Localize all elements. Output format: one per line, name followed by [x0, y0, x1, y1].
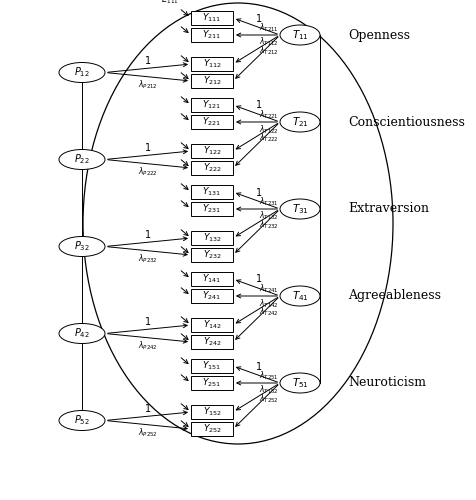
Text: $Y_{141}$: $Y_{141}$	[202, 273, 221, 285]
Text: $T_{31}$: $T_{31}$	[291, 202, 308, 216]
Text: $\lambda_{T251}$: $\lambda_{T251}$	[259, 370, 278, 382]
Text: $1$: $1$	[144, 316, 151, 327]
FancyBboxPatch shape	[190, 231, 232, 245]
FancyBboxPatch shape	[190, 405, 232, 419]
FancyBboxPatch shape	[190, 359, 232, 373]
Text: $Y_{221}$: $Y_{221}$	[202, 116, 221, 128]
Text: $\lambda_{P212}$: $\lambda_{P212}$	[138, 78, 158, 91]
Text: $Y_{121}$: $Y_{121}$	[202, 99, 221, 112]
Text: $1$: $1$	[254, 12, 262, 24]
Text: $\lambda_{P222}$: $\lambda_{P222}$	[138, 166, 158, 178]
Text: $Y_{242}$: $Y_{242}$	[202, 336, 221, 348]
FancyBboxPatch shape	[190, 318, 232, 332]
Text: $1$: $1$	[144, 54, 151, 66]
Text: Neuroticism: Neuroticism	[347, 376, 425, 390]
Text: $Y_{232}$: $Y_{232}$	[202, 248, 221, 261]
Text: $Y_{132}$: $Y_{132}$	[202, 232, 221, 244]
Text: $Y_{151}$: $Y_{151}$	[202, 360, 221, 372]
Text: Agreeableness: Agreeableness	[347, 290, 440, 302]
Ellipse shape	[279, 286, 319, 306]
Ellipse shape	[279, 112, 319, 132]
Ellipse shape	[279, 373, 319, 393]
FancyBboxPatch shape	[190, 335, 232, 349]
Text: $1$: $1$	[144, 141, 151, 153]
Text: $\lambda_{T232}$: $\lambda_{T232}$	[259, 218, 279, 231]
Text: $\lambda_{T142}$: $\lambda_{T142}$	[259, 297, 279, 310]
Text: $Y_{122}$: $Y_{122}$	[202, 145, 221, 157]
Text: $1$: $1$	[254, 186, 262, 198]
FancyBboxPatch shape	[190, 144, 232, 158]
FancyBboxPatch shape	[190, 248, 232, 262]
Text: $Y_{211}$: $Y_{211}$	[202, 28, 221, 42]
FancyBboxPatch shape	[190, 185, 232, 199]
Text: $1$: $1$	[144, 228, 151, 240]
Text: $\lambda_{T152}$: $\lambda_{T152}$	[259, 384, 279, 396]
Text: $E_{111}$: $E_{111}$	[161, 0, 178, 6]
FancyBboxPatch shape	[190, 272, 232, 286]
Text: $T_{11}$: $T_{11}$	[291, 28, 308, 42]
Ellipse shape	[59, 324, 105, 344]
Ellipse shape	[279, 25, 319, 45]
Text: $\lambda_{P252}$: $\lambda_{P252}$	[138, 427, 158, 440]
Text: $\lambda_{T122}$: $\lambda_{T122}$	[259, 123, 279, 136]
FancyBboxPatch shape	[190, 115, 232, 129]
Ellipse shape	[59, 150, 105, 170]
Text: $\lambda_{T221}$: $\lambda_{T221}$	[259, 108, 278, 121]
FancyBboxPatch shape	[190, 11, 232, 25]
Text: $\lambda_{T242}$: $\lambda_{T242}$	[259, 306, 279, 318]
Text: $Y_{131}$: $Y_{131}$	[202, 186, 221, 198]
Text: $1$: $1$	[254, 360, 262, 372]
Text: $\lambda_{T132}$: $\lambda_{T132}$	[259, 210, 279, 222]
Text: Openness: Openness	[347, 28, 409, 42]
Ellipse shape	[59, 62, 105, 82]
Text: $\lambda_{T231}$: $\lambda_{T231}$	[259, 196, 278, 208]
Text: $P_{32}$: $P_{32}$	[74, 240, 89, 254]
Text: $T_{41}$: $T_{41}$	[291, 289, 308, 303]
Text: $Y_{252}$: $Y_{252}$	[202, 423, 221, 435]
Text: $T_{51}$: $T_{51}$	[291, 376, 308, 390]
Ellipse shape	[59, 236, 105, 256]
Text: $1$: $1$	[144, 402, 151, 414]
Text: $Y_{152}$: $Y_{152}$	[202, 406, 221, 418]
Text: $Y_{231}$: $Y_{231}$	[202, 203, 221, 215]
Text: Extraversion: Extraversion	[347, 202, 428, 215]
Text: $\lambda_{T112}$: $\lambda_{T112}$	[259, 36, 279, 48]
FancyBboxPatch shape	[190, 57, 232, 71]
Text: Conscientiousness: Conscientiousness	[347, 116, 464, 128]
Text: $Y_{222}$: $Y_{222}$	[202, 162, 221, 174]
Text: $P_{52}$: $P_{52}$	[74, 414, 89, 428]
Text: $Y_{241}$: $Y_{241}$	[202, 290, 221, 302]
Ellipse shape	[279, 199, 319, 219]
Text: $P_{42}$: $P_{42}$	[74, 326, 89, 340]
FancyBboxPatch shape	[190, 422, 232, 436]
Text: $1$: $1$	[254, 98, 262, 110]
Text: $\lambda_{T241}$: $\lambda_{T241}$	[259, 282, 278, 295]
Text: $1$: $1$	[254, 272, 262, 284]
Text: $\lambda_{P242}$: $\lambda_{P242}$	[138, 340, 158, 352]
FancyBboxPatch shape	[190, 98, 232, 112]
Text: $Y_{251}$: $Y_{251}$	[202, 377, 221, 389]
Text: $P_{12}$: $P_{12}$	[74, 66, 89, 80]
Text: $\lambda_{T222}$: $\lambda_{T222}$	[259, 132, 279, 144]
Text: $P_{22}$: $P_{22}$	[74, 152, 89, 166]
Text: $T_{21}$: $T_{21}$	[291, 115, 308, 129]
FancyBboxPatch shape	[190, 202, 232, 216]
Text: $\lambda_{P232}$: $\lambda_{P232}$	[138, 253, 158, 265]
Text: $\lambda_{T252}$: $\lambda_{T252}$	[259, 392, 279, 405]
FancyBboxPatch shape	[190, 161, 232, 175]
Text: $Y_{111}$: $Y_{111}$	[202, 12, 221, 24]
Text: $Y_{142}$: $Y_{142}$	[202, 319, 221, 331]
FancyBboxPatch shape	[190, 28, 232, 42]
Text: $Y_{112}$: $Y_{112}$	[202, 58, 221, 70]
Text: $\lambda_{T211}$: $\lambda_{T211}$	[259, 22, 278, 34]
Text: $\lambda_{T212}$: $\lambda_{T212}$	[259, 44, 279, 57]
FancyBboxPatch shape	[190, 74, 232, 88]
FancyBboxPatch shape	[190, 376, 232, 390]
Ellipse shape	[59, 410, 105, 430]
FancyBboxPatch shape	[190, 289, 232, 303]
Text: $Y_{212}$: $Y_{212}$	[202, 74, 221, 87]
